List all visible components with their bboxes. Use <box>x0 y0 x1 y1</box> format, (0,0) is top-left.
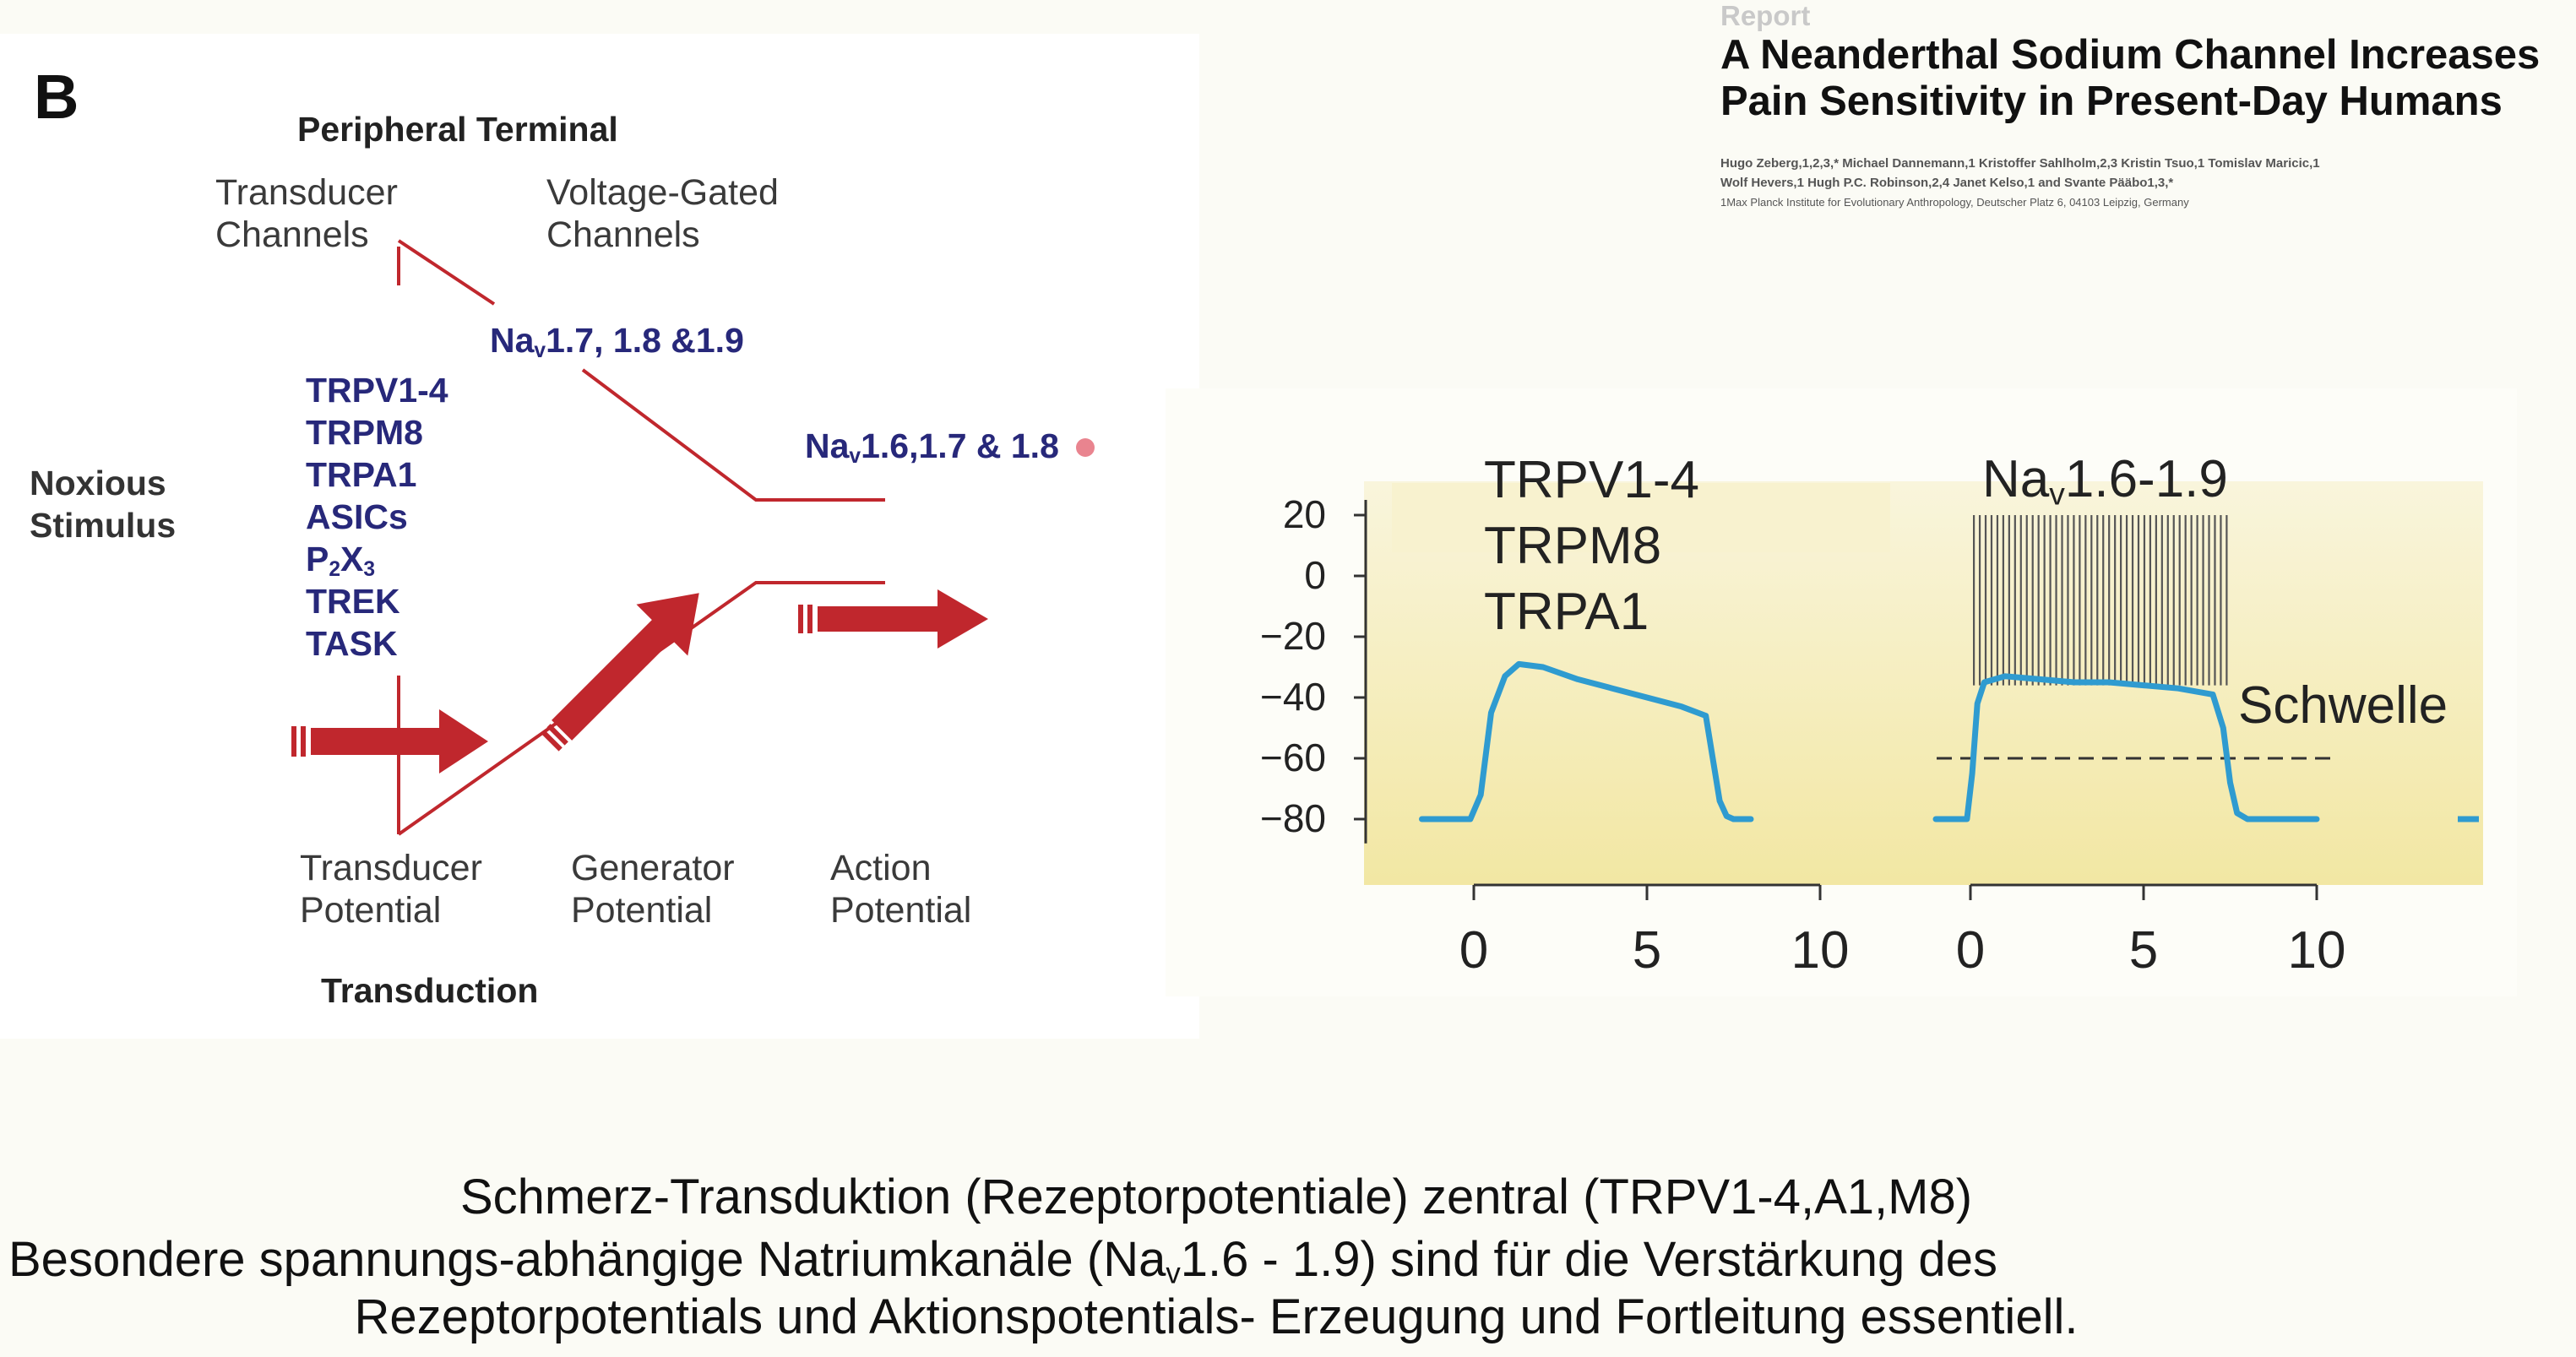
nav-upper-label: Nav1.7, 1.8 &1.9 <box>490 321 744 363</box>
transducer-channel-labels: TRPV1-4 TRPM8 TRPA1 <box>1484 451 1699 641</box>
channel-item: TREK <box>306 582 400 621</box>
caption-line-2: Besondere spannungs-abhängige Natriumkan… <box>8 1232 1997 1290</box>
y-tick-label: −60 <box>1259 735 1326 779</box>
x-tick-label: 10 <box>1791 921 1850 980</box>
x-tick-label: 0 <box>1459 921 1489 980</box>
action-potential-label: Action Potential <box>830 848 972 931</box>
channel-item: TASK <box>306 624 398 663</box>
x-tick-label: 0 <box>1955 921 1986 980</box>
nav-right-label: Nav1.6,1.7 & 1.8 <box>805 426 1059 469</box>
y-tick-label: −20 <box>1259 614 1326 658</box>
channel-item: ASICs <box>306 497 408 536</box>
panel-b-background <box>0 34 1199 1039</box>
sodium-channel-trace <box>1932 673 2320 822</box>
y-tick-label: −40 <box>1259 675 1326 719</box>
lower-diagonal-line <box>397 581 885 836</box>
action-potential-arrow <box>798 589 988 649</box>
membrane-potential-plot <box>1354 481 2483 900</box>
y-tick-label: −80 <box>1259 796 1326 840</box>
threshold-label: Schwelle <box>2238 676 2448 735</box>
spike-train <box>1973 515 2228 686</box>
transduction-diagram-graphics <box>291 239 1095 836</box>
plot-label-highlight <box>1392 483 1890 552</box>
x-tick-label: 10 <box>2287 921 2346 980</box>
upper-diagonal-line <box>581 368 885 502</box>
paper-kind: Report <box>1720 0 1811 31</box>
channel-item: TRPA1 <box>306 455 417 494</box>
generator-potential-label: Generator Potential <box>571 848 735 931</box>
generator-arrow <box>541 593 699 752</box>
panel-label: B <box>34 62 79 132</box>
cursor-highlight <box>1076 438 1095 457</box>
transducer-potential-label: Transducer Potential <box>300 848 482 931</box>
transducer-channels-label: Transducer Channels <box>215 172 398 255</box>
paper-title: A Neanderthal Sodium Channel Increases P… <box>1720 32 2541 124</box>
upper-bridge-line <box>397 239 496 306</box>
receptor-potential-trace <box>1419 660 1754 822</box>
stimulus-arrow <box>291 709 488 773</box>
diagram-lines <box>397 239 885 836</box>
noxious-stimulus-label: Noxious Stimulus <box>30 464 177 545</box>
x-tick-label: 5 <box>1632 921 1662 980</box>
x-tick-label: 5 <box>2128 921 2159 980</box>
channel-item: TRPM8 <box>306 413 423 452</box>
voltage-gated-channels-label: Voltage-Gated Channels <box>546 172 779 255</box>
transducer-channel-list: TRPV1-4 TRPM8 TRPA1 ASICs P2X3 TREK TASK <box>306 369 448 665</box>
transduction-label: Transduction <box>321 971 539 1010</box>
channel-item: P2X3 <box>306 540 376 582</box>
caption-line-1: Schmerz-Transduktion (Rezeptorpotentiale… <box>459 1170 1973 1224</box>
y-tick-label: 0 <box>1304 553 1326 597</box>
y-tick-label: 20 <box>1282 492 1326 536</box>
paper-authors: Hugo Zeberg,1,2,3,* Michael Dannemann,1 … <box>1720 156 2320 209</box>
caption-line-3: Rezeptorpotentials und Aktionspotentials… <box>354 1289 2079 1344</box>
peripheral-terminal-heading: Peripheral Terminal <box>297 110 618 149</box>
channel-item: TRPV1-4 <box>306 371 448 410</box>
sodium-channel-label: Nav1.6-1.9 <box>1982 450 2228 512</box>
